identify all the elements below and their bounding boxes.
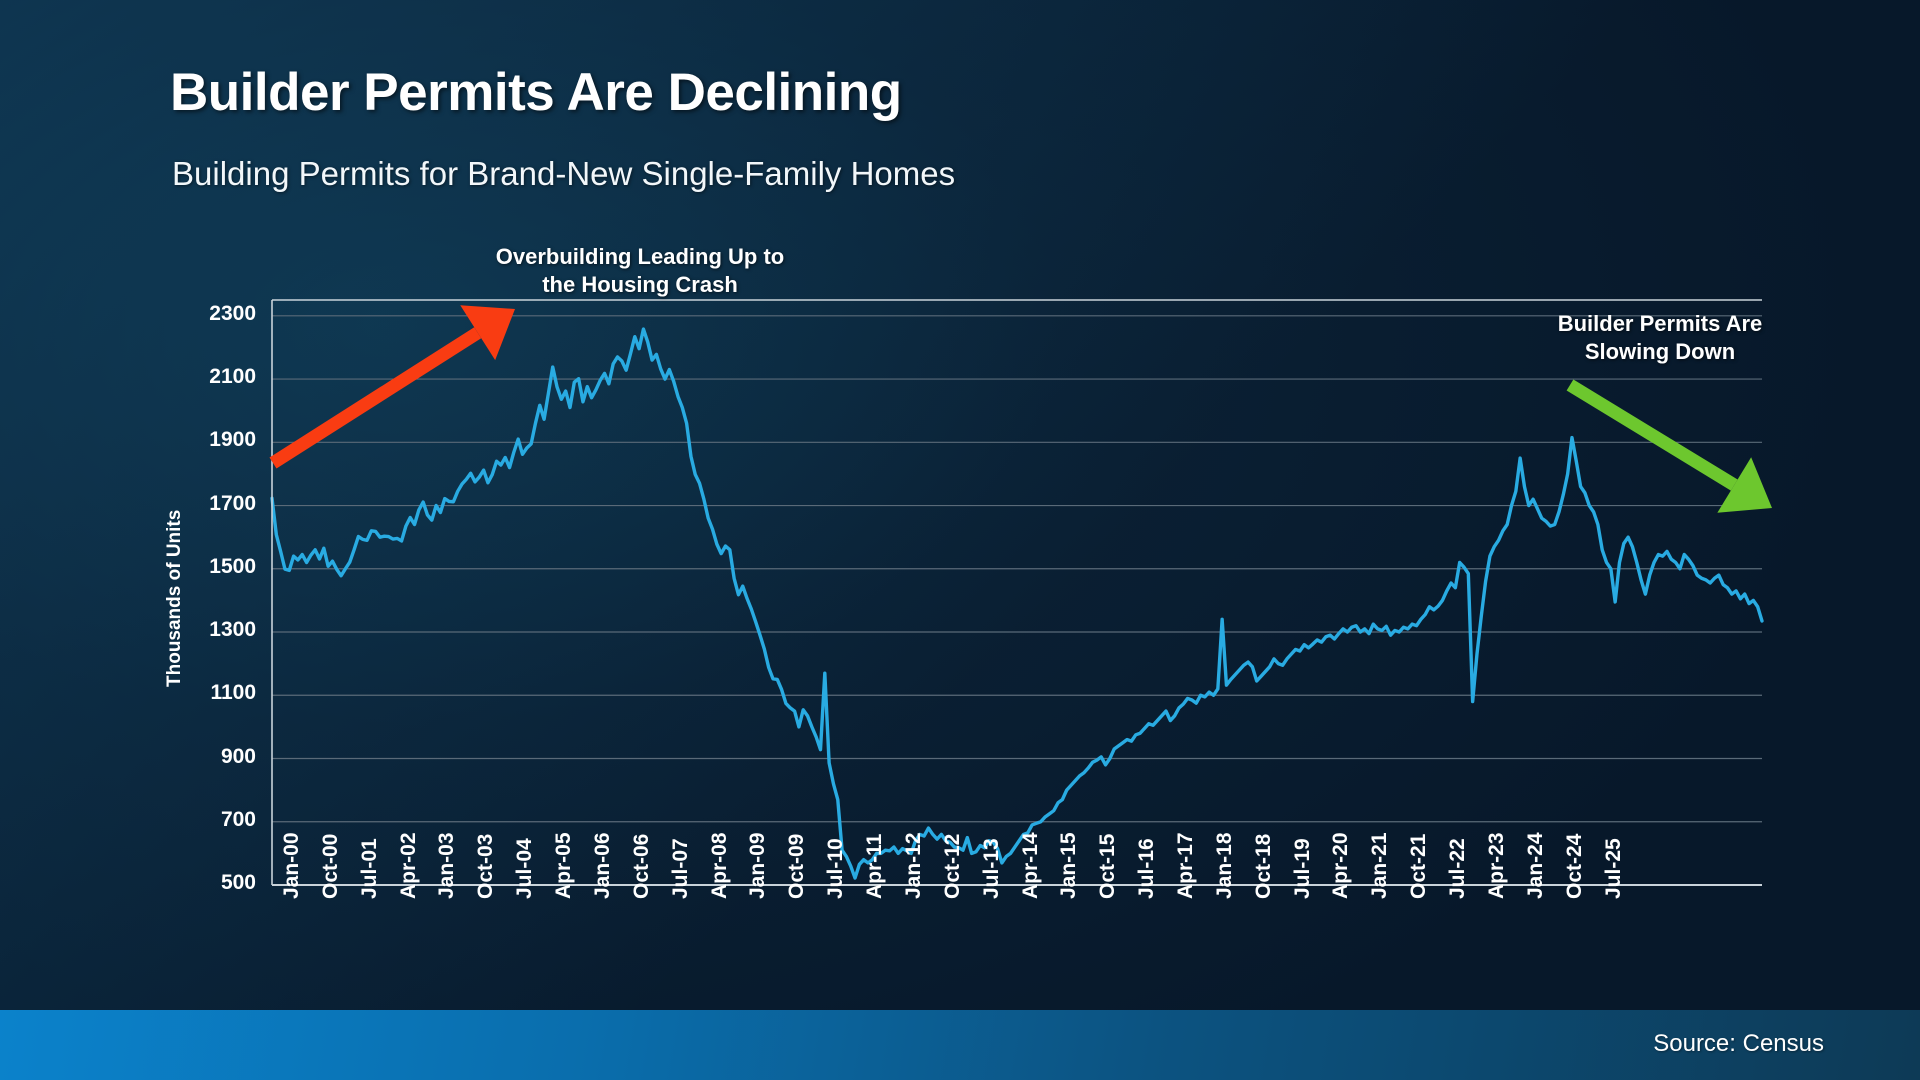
y-axis-tick: 1700 <box>209 491 256 515</box>
source-label: Source: Census <box>1653 1030 1824 1057</box>
x-axis-tick: Apr-17 <box>1174 832 1197 899</box>
x-axis-tick: Jul-22 <box>1446 838 1470 899</box>
x-axis-tick: Oct-03 <box>474 833 498 899</box>
y-axis-tick: 1500 <box>209 554 256 578</box>
arrow-head <box>460 305 515 361</box>
axis-lines <box>271 299 1762 885</box>
x-axis-tick: Oct-18 <box>1251 833 1275 899</box>
green-down-arrow-icon <box>1566 379 1772 513</box>
x-axis-tick: Oct-24 <box>1562 833 1586 899</box>
y-axis-title: Thousands of Units <box>164 509 185 687</box>
x-axis-tick: Jan-12 <box>901 832 925 899</box>
red-up-arrow-icon <box>269 305 515 469</box>
x-axis-tick: Jan-24 <box>1523 832 1547 899</box>
x-axis-tick: Jul-19 <box>1290 838 1314 899</box>
footer-banner <box>0 1010 1920 1080</box>
x-axis-tick: Jan-06 <box>590 832 614 899</box>
x-axis-tick: Jan-15 <box>1057 832 1081 899</box>
x-axis-tick: Apr-02 <box>396 832 420 899</box>
chart-area: 500 700 900 1100 1300 1500 1700 1900 2100 2300 Ja… <box>164 244 1772 899</box>
y-axis-tick: 500 <box>220 871 256 894</box>
page-title: Builder Permits Are Declining <box>170 63 902 122</box>
x-axis-tick: Jul-13 <box>979 838 1003 899</box>
x-axis-tick: Apr-05 <box>552 832 576 899</box>
x-axis-tick: Jan-18 <box>1212 832 1236 899</box>
arrow-shaft <box>1566 379 1738 491</box>
x-axis-tick: Apr-14 <box>1018 832 1042 899</box>
y-axis-tick: 900 <box>220 744 256 768</box>
overbuilding-note: Overbuilding Leading Up to the Housing C… <box>495 244 785 297</box>
chart-svg <box>269 299 1772 886</box>
arrow-head <box>1717 457 1772 513</box>
x-axis-tick: Oct-21 <box>1407 833 1431 899</box>
arrow-shaft <box>269 327 482 469</box>
slowing-note: Builder Permits Are Slowing Down <box>1557 311 1763 364</box>
x-axis-tick: Jan-00 <box>280 832 303 899</box>
x-axis-tick: Apr-23 <box>1484 832 1508 899</box>
x-axis-tick: Oct-09 <box>785 833 809 899</box>
x-axis-tick: Jul-16 <box>1135 838 1159 899</box>
x-axis-tick: Jul-07 <box>668 838 692 899</box>
y-axis-tick: 1900 <box>209 428 256 452</box>
x-axis-tick: Apr-11 <box>863 833 887 899</box>
x-axis-tick: Apr-08 <box>707 832 731 899</box>
permits-line <box>270 327 1764 880</box>
y-axis-tick: 2300 <box>209 301 256 325</box>
x-axis-tick: Jul-10 <box>824 838 848 899</box>
x-axis-tick: Jul-01 <box>357 838 381 899</box>
y-axis-tick: 1300 <box>209 618 256 642</box>
x-axis-tick: Jul-25 <box>1601 838 1625 899</box>
x-axis-tick: Jan-03 <box>435 832 459 899</box>
x-axis-tick: Jan-21 <box>1368 832 1392 899</box>
y-axis-tick: 700 <box>220 807 256 831</box>
y-axis-tick: 2100 <box>209 365 256 389</box>
x-axis-tick: Jul-04 <box>513 838 537 899</box>
gridlines <box>272 315 1762 886</box>
x-axis-tick: Oct-12 <box>940 833 964 899</box>
x-axis-tick: Oct-06 <box>629 833 653 899</box>
y-axis-tick: 1100 <box>210 681 256 705</box>
x-axis-tick: Oct-00 <box>318 833 342 899</box>
x-axis-tick: Oct-15 <box>1096 833 1120 899</box>
x-axis-tick: Apr-20 <box>1329 832 1353 899</box>
x-axis-tick: Jan-09 <box>746 832 770 899</box>
page-subtitle: Building Permits for Brand-New Single-Fa… <box>172 155 956 192</box>
